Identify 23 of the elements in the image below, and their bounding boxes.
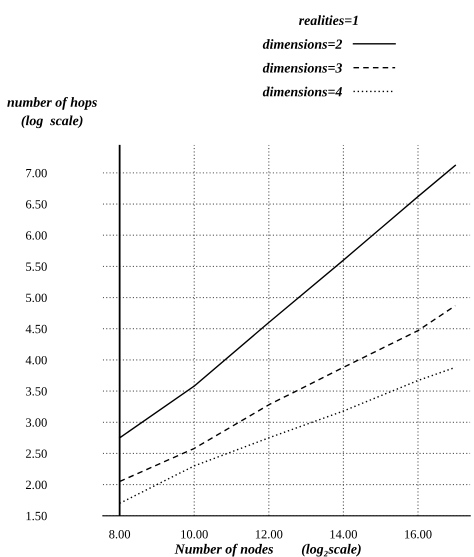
y-tick-label: 4.50	[26, 324, 47, 334]
y-tick-label: 7.00	[26, 168, 47, 178]
y-axis-title: number of hops (log scale)	[7, 96, 97, 128]
x-tick-label: 14.00	[330, 530, 357, 539]
legend-label: dimensions=3	[262, 62, 342, 73]
y-tick-label: 6.50	[26, 200, 47, 209]
legend-title: realities=1	[299, 15, 358, 26]
y-tick-label: 2.00	[26, 480, 47, 490]
y-tick-label: 6.00	[26, 231, 47, 240]
legend-label: dimensions=2	[262, 39, 342, 49]
y-tick-label: 1.50	[26, 512, 47, 520]
x-tick-label: 8.00	[109, 530, 130, 539]
x-tick-label: 10.00	[181, 530, 208, 539]
x-axis-title: Number of nodes (log₂scale)	[174, 544, 361, 557]
y-tick-label: 5.50	[26, 262, 47, 271]
y-tick-label: 3.00	[26, 418, 47, 427]
y-tick-label: 5.00	[26, 294, 47, 302]
x-tick-label: 12.00	[256, 530, 282, 539]
legend-label: dimensions=4	[262, 86, 342, 96]
y-tick-label: 3.50	[26, 387, 47, 396]
y-tick-label: 2.50	[26, 449, 47, 458]
y-tick-label: 4.00	[26, 356, 47, 364]
x-tick-label: 16.00	[405, 530, 432, 539]
